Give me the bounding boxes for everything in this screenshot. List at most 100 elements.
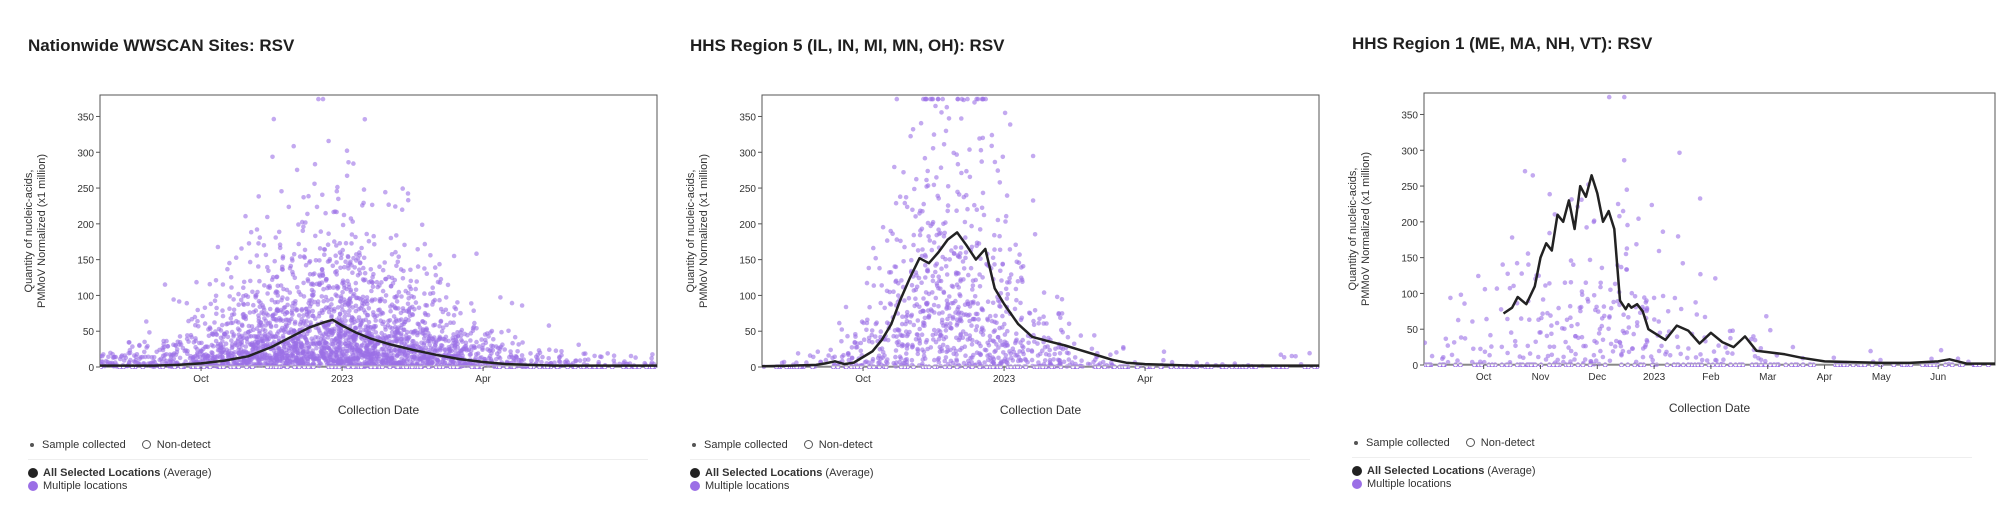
data-point [936, 336, 942, 342]
data-point [301, 195, 306, 200]
data-point [934, 283, 940, 289]
legend-avg-label: All Selected Locations [43, 466, 161, 479]
data-point [428, 253, 433, 258]
data-point [418, 353, 423, 358]
data-point [341, 212, 347, 218]
data-point [383, 276, 389, 282]
y-tick-label: 50 [745, 327, 757, 338]
data-point [312, 181, 317, 187]
data-point [444, 322, 449, 328]
data-point [359, 320, 364, 326]
data-point [406, 317, 411, 323]
data-point [1640, 354, 1646, 360]
data-point [1621, 312, 1626, 318]
data-point [1680, 261, 1686, 266]
legend-divider [1352, 457, 1972, 458]
data-point [453, 348, 458, 354]
data-point [893, 348, 899, 353]
data-point [234, 318, 239, 324]
data-point [388, 235, 394, 241]
y-tick-label: 50 [83, 327, 95, 338]
data-point [826, 353, 831, 358]
data-point [1482, 286, 1488, 292]
data-point [342, 314, 348, 319]
data-point [477, 355, 483, 361]
data-point [846, 357, 852, 363]
data-point [369, 202, 375, 208]
data-point [423, 312, 429, 317]
legend-sample-label: Sample collected [1366, 436, 1450, 449]
data-point [1568, 348, 1574, 354]
data-point [342, 264, 347, 270]
data-point [262, 335, 268, 340]
data-point [305, 211, 310, 217]
data-point [301, 224, 306, 229]
data-point [1648, 354, 1654, 359]
data-point [869, 332, 875, 338]
data-point [898, 332, 903, 338]
data-point [940, 96, 945, 102]
y-tick-label: 200 [739, 220, 756, 231]
data-point [1518, 316, 1524, 321]
data-point [1768, 327, 1773, 333]
data-point [925, 168, 930, 174]
data-point [897, 354, 903, 360]
data-point [917, 232, 923, 238]
data-point [992, 319, 997, 325]
data-point [317, 282, 322, 287]
data-point [415, 264, 421, 269]
data-point [419, 222, 425, 228]
data-point [353, 234, 358, 240]
data-point [261, 305, 266, 310]
data-point [357, 260, 363, 266]
data-point [425, 356, 431, 362]
data-point [249, 340, 255, 346]
data-point [303, 354, 309, 360]
data-point [956, 337, 962, 343]
data-point [185, 351, 190, 357]
data-point [351, 335, 356, 341]
data-point [963, 353, 968, 359]
data-point [255, 264, 261, 269]
data-point [992, 262, 997, 267]
data-point [936, 311, 942, 316]
data-point [253, 293, 259, 298]
data-point [192, 314, 198, 320]
data-point [943, 256, 948, 262]
data-point [1549, 352, 1555, 358]
data-point [329, 296, 334, 302]
data-point [931, 302, 937, 308]
data-point [1547, 191, 1552, 197]
data-point [308, 282, 314, 287]
data-point [241, 293, 246, 299]
data-point [1114, 350, 1119, 355]
data-point [397, 348, 403, 354]
data-point [184, 300, 190, 306]
data-point [296, 289, 302, 295]
data-point [959, 170, 964, 176]
data-point [290, 353, 296, 358]
data-point [794, 360, 799, 366]
data-point [1582, 357, 1588, 362]
data-point [377, 283, 382, 288]
data-point [265, 214, 270, 220]
data-point [208, 301, 214, 307]
data-point [1505, 350, 1510, 356]
data-point [1018, 300, 1023, 306]
data-point [1424, 340, 1428, 346]
y-tick-label: 350 [739, 112, 756, 123]
data-point [226, 349, 232, 354]
data-point [987, 333, 993, 339]
data-point [1607, 315, 1612, 320]
data-point [210, 350, 215, 356]
sample-collected-icon [30, 442, 34, 447]
data-point [1013, 242, 1018, 248]
data-point [1652, 317, 1657, 322]
data-point [936, 227, 941, 232]
data-point [969, 223, 974, 229]
data-point [932, 310, 937, 315]
data-point [921, 349, 927, 355]
y-axis-label: Quantity of nucleic-acids, [23, 170, 35, 293]
data-point [1581, 343, 1586, 349]
chart-canvas: 0 50 100 150 200 250 300 350 Oct 2023 Apr Collectio… [685, 94, 1320, 417]
